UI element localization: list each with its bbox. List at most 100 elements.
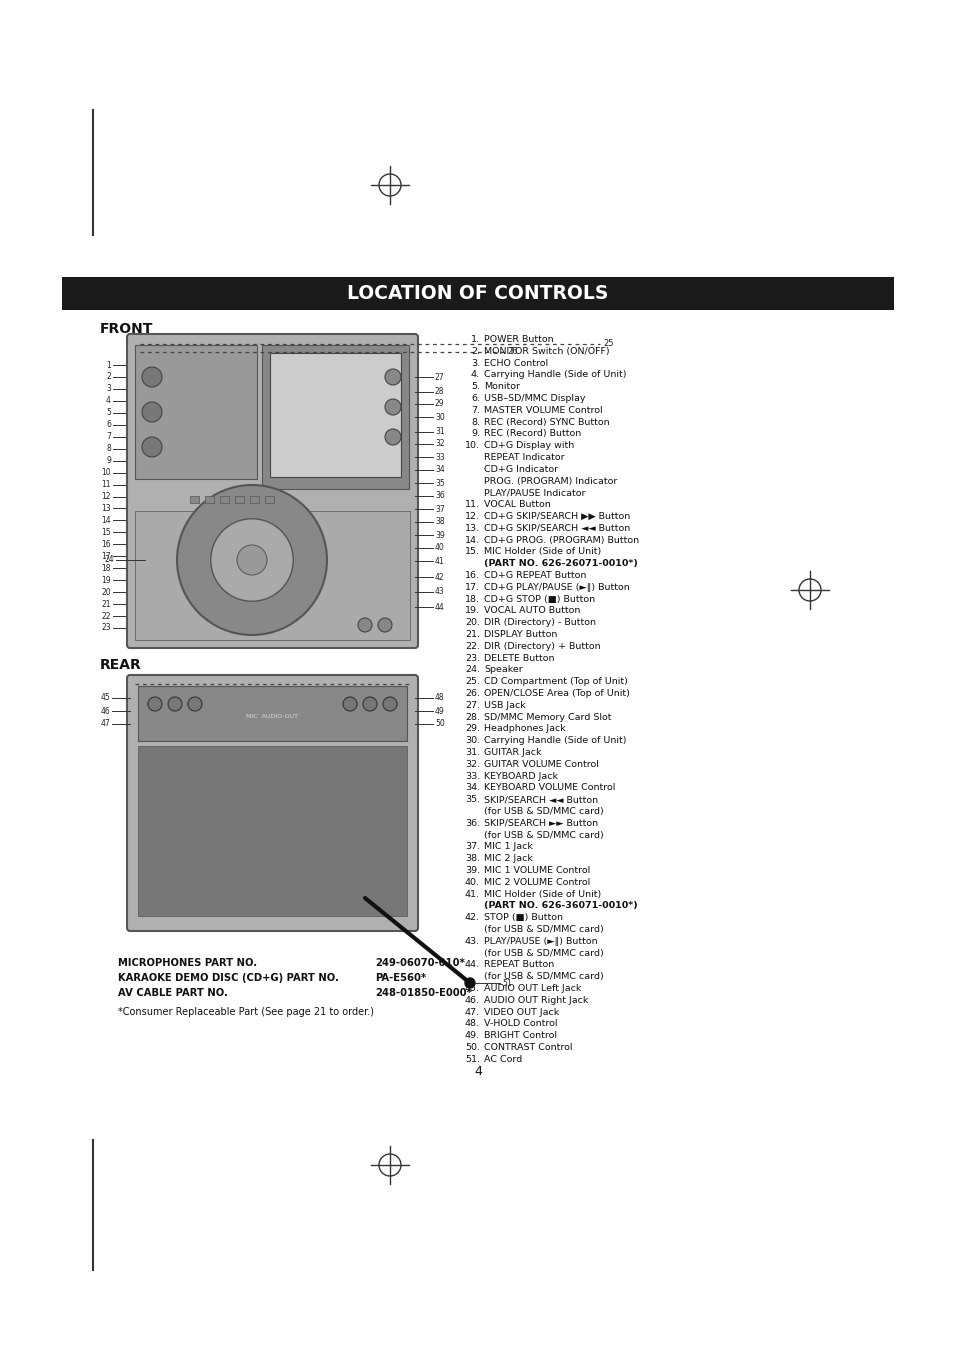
Text: CONTRAST Control: CONTRAST Control	[483, 1044, 572, 1052]
Text: 7.: 7.	[471, 406, 479, 414]
Text: 12: 12	[101, 491, 111, 501]
Text: MASTER VOLUME Control: MASTER VOLUME Control	[483, 406, 602, 414]
Text: 248-01850-E000*: 248-01850-E000*	[375, 988, 472, 998]
Text: V-HOLD Control: V-HOLD Control	[483, 1019, 557, 1029]
Text: 5: 5	[106, 408, 111, 417]
Text: 41.: 41.	[464, 890, 479, 899]
Bar	[138, 747, 407, 917]
Text: 18.: 18.	[464, 594, 479, 603]
Bar	[270, 352, 400, 477]
Text: (for USB & SD/MMC card): (for USB & SD/MMC card)	[483, 830, 603, 840]
Text: 16: 16	[101, 540, 111, 549]
Text: REC (Record) SYNC Button: REC (Record) SYNC Button	[483, 417, 609, 427]
Text: 24: 24	[104, 555, 113, 564]
Bar	[265, 495, 274, 504]
Text: 25: 25	[602, 339, 613, 348]
Text: 19.: 19.	[464, 606, 479, 616]
Text: SKIP/SEARCH ►► Button: SKIP/SEARCH ►► Button	[483, 819, 598, 828]
Text: 4: 4	[474, 1065, 481, 1079]
Text: 50.: 50.	[464, 1044, 479, 1052]
Bar	[135, 346, 256, 479]
Text: 15: 15	[101, 528, 111, 537]
Text: 1.: 1.	[471, 335, 479, 344]
Text: CD+G REPEAT Button: CD+G REPEAT Button	[483, 571, 586, 580]
Text: DISPLAY Button: DISPLAY Button	[483, 630, 557, 639]
Text: (PART NO. 626-26071-0010*): (PART NO. 626-26071-0010*)	[483, 559, 638, 568]
Text: AUDIO OUT Left Jack: AUDIO OUT Left Jack	[483, 984, 580, 994]
Circle shape	[177, 485, 327, 634]
Text: AUDIO OUT Right Jack: AUDIO OUT Right Jack	[483, 996, 588, 1004]
Text: 34: 34	[435, 466, 444, 474]
Text: Carrying Handle (Side of Unit): Carrying Handle (Side of Unit)	[483, 736, 626, 745]
Bar	[205, 495, 213, 504]
Text: 32.: 32.	[464, 760, 479, 768]
Text: 18: 18	[101, 564, 111, 572]
Text: 35.: 35.	[464, 795, 479, 805]
Text: 43.: 43.	[464, 937, 479, 946]
Circle shape	[343, 697, 356, 711]
Text: 23.: 23.	[464, 653, 479, 663]
Text: 13.: 13.	[464, 524, 479, 533]
Text: 28: 28	[435, 387, 444, 397]
Text: 43: 43	[435, 587, 444, 597]
Text: 5.: 5.	[471, 382, 479, 391]
Text: 32: 32	[435, 440, 444, 448]
Text: 50: 50	[435, 720, 444, 729]
Text: DELETE Button: DELETE Button	[483, 653, 554, 663]
Text: 36.: 36.	[464, 819, 479, 828]
Text: 30.: 30.	[464, 736, 479, 745]
Text: PLAY/PAUSE Indicator: PLAY/PAUSE Indicator	[483, 489, 585, 497]
Text: 11.: 11.	[464, 501, 479, 509]
Circle shape	[236, 545, 267, 575]
Text: 40.: 40.	[464, 878, 479, 887]
Text: Speaker: Speaker	[483, 666, 522, 675]
FancyBboxPatch shape	[127, 675, 417, 932]
Circle shape	[142, 402, 162, 423]
Text: 27.: 27.	[464, 701, 479, 710]
Text: 1: 1	[106, 360, 111, 370]
Text: 45.: 45.	[464, 984, 479, 994]
Text: 42: 42	[435, 572, 444, 582]
Text: USB–SD/MMC Display: USB–SD/MMC Display	[483, 394, 585, 404]
Text: 51.: 51.	[464, 1054, 479, 1064]
Circle shape	[385, 400, 400, 414]
Text: VOCAL Button: VOCAL Button	[483, 501, 550, 509]
Text: *Consumer Replaceable Part (See page 21 to order.): *Consumer Replaceable Part (See page 21 …	[118, 1007, 374, 1017]
Text: GUITAR VOLUME Control: GUITAR VOLUME Control	[483, 760, 598, 768]
Text: Headphones Jack: Headphones Jack	[483, 725, 565, 733]
Text: LOCATION OF CONTROLS: LOCATION OF CONTROLS	[347, 284, 608, 302]
Circle shape	[168, 697, 182, 711]
Text: 33: 33	[435, 452, 444, 462]
Text: (for USB & SD/MMC card): (for USB & SD/MMC card)	[483, 925, 603, 934]
Circle shape	[385, 429, 400, 446]
Text: PA-E560*: PA-E560*	[375, 973, 426, 983]
Bar	[262, 346, 409, 489]
Circle shape	[385, 369, 400, 385]
Text: 12.: 12.	[464, 512, 479, 521]
Circle shape	[377, 618, 392, 632]
Text: 44: 44	[435, 602, 444, 612]
Text: 14.: 14.	[464, 536, 479, 544]
Bar	[138, 686, 407, 741]
Text: 3: 3	[106, 385, 111, 393]
Text: 26.: 26.	[464, 688, 479, 698]
Text: 30: 30	[435, 413, 444, 421]
Text: 39: 39	[435, 531, 444, 540]
Bar	[190, 495, 199, 504]
Circle shape	[357, 618, 372, 632]
Text: 45: 45	[100, 694, 110, 702]
Text: OPEN/CLOSE Area (Top of Unit): OPEN/CLOSE Area (Top of Unit)	[483, 688, 629, 698]
Text: Monitor: Monitor	[483, 382, 519, 391]
Text: CD+G PLAY/PAUSE (►‖) Button: CD+G PLAY/PAUSE (►‖) Button	[483, 583, 629, 591]
Text: ECHO Control: ECHO Control	[483, 359, 548, 367]
Text: CD+G SKIP/SEARCH ◄◄ Button: CD+G SKIP/SEARCH ◄◄ Button	[483, 524, 630, 533]
Text: MONITOR Switch (ON/OFF): MONITOR Switch (ON/OFF)	[483, 347, 609, 356]
Text: 31: 31	[435, 428, 444, 436]
Text: CD+G SKIP/SEARCH ▶▶ Button: CD+G SKIP/SEARCH ▶▶ Button	[483, 512, 630, 521]
Text: 29.: 29.	[464, 725, 479, 733]
Text: (for USB & SD/MMC card): (for USB & SD/MMC card)	[483, 807, 603, 815]
Text: 2: 2	[106, 373, 111, 382]
Text: 2.: 2.	[471, 347, 479, 356]
Text: 7: 7	[106, 432, 111, 441]
Text: REAR: REAR	[100, 657, 142, 672]
